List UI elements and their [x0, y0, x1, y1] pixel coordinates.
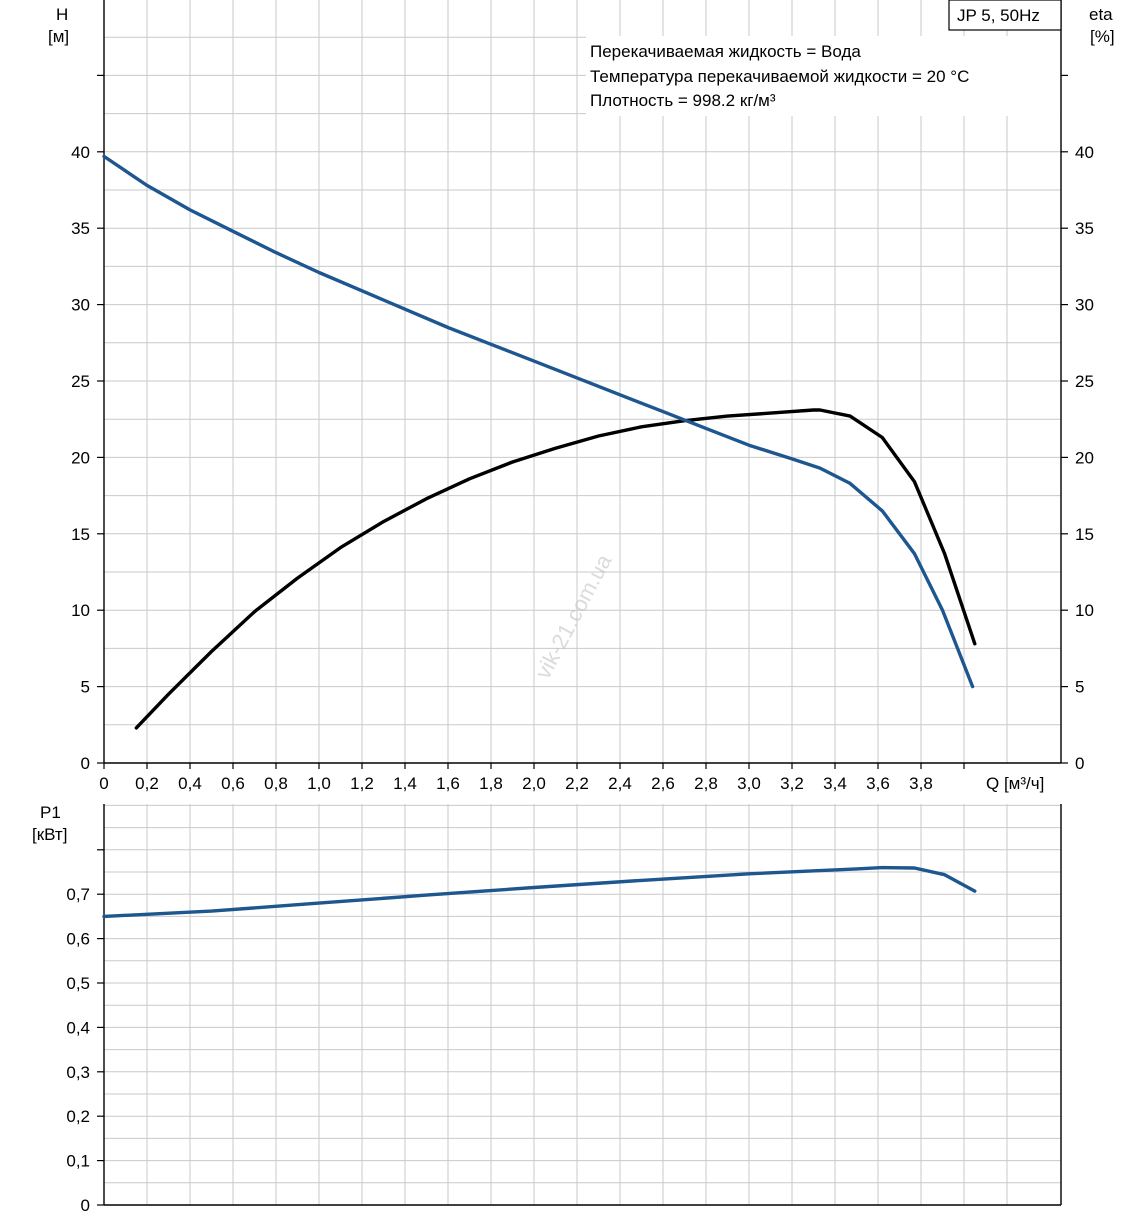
eta-tick-label: 10: [1075, 601, 1094, 620]
efficiency-curve: [134, 408, 977, 730]
q-tick-label: 0,8: [264, 774, 288, 793]
h-tick-label: 30: [71, 296, 90, 315]
p1-tick-label: 0,1: [66, 1152, 90, 1171]
eta-axis-title: eta: [1089, 5, 1113, 24]
eta-tick-label: 35: [1075, 219, 1094, 238]
q-tick-label: 0,2: [135, 774, 159, 793]
eta-tick-label: 25: [1075, 372, 1094, 391]
p1-tick-label: 0,3: [66, 1063, 90, 1082]
h-axis-unit: [м]: [48, 27, 69, 46]
eta-tick-label: 5: [1075, 678, 1084, 697]
q-tick-label: 2,4: [608, 774, 632, 793]
q-tick-label: 0,4: [178, 774, 202, 793]
p1-axis-title: P1: [40, 803, 61, 822]
q-tick-label: 1,0: [307, 774, 331, 793]
h-tick-label: 20: [71, 448, 90, 467]
eta-tick-label: 40: [1075, 143, 1094, 162]
q-tick-label: 3,2: [780, 774, 804, 793]
q-axis-title: Q [м³/ч]: [986, 774, 1044, 793]
q-tick-label: 1,4: [393, 774, 417, 793]
q-tick-label: 0: [99, 774, 108, 793]
q-tick-label: 1,2: [350, 774, 374, 793]
info-box: [586, 36, 1060, 116]
p1-tick-label: 0,6: [66, 930, 90, 949]
h-tick-label: 15: [71, 525, 90, 544]
eta-axis-unit: [%]: [1090, 27, 1115, 46]
lower-grid: [104, 804, 1061, 1205]
eta-tick-label: 20: [1075, 448, 1094, 467]
q-tick-label: 1,8: [479, 774, 503, 793]
info-line-temperature: Температура перекачиваемой жидкости = 20…: [590, 67, 969, 86]
head-curve: [102, 154, 975, 689]
q-tick-label: 2,8: [694, 774, 718, 793]
p1-tick-label: 0,4: [66, 1018, 90, 1037]
info-line-density: Плотность = 998.2 кг/м³: [590, 91, 776, 110]
h-tick-label: 40: [71, 143, 90, 162]
pump-label: JP 5, 50Hz: [957, 6, 1040, 25]
p1-tick-label: 0,7: [66, 885, 90, 904]
p1-tick-label: 0,5: [66, 974, 90, 993]
q-tick-label: 0,6: [221, 774, 245, 793]
p1-tick-label: 0,2: [66, 1107, 90, 1126]
q-tick-label: 2,2: [565, 774, 589, 793]
q-tick-label: 3,8: [909, 774, 933, 793]
eta-tick-label: 0: [1075, 754, 1084, 773]
p1-axis-unit: [кВт]: [32, 825, 67, 844]
h-tick-label: 10: [71, 601, 90, 620]
q-tick-label: 3,0: [737, 774, 761, 793]
q-tick-label: 3,4: [823, 774, 847, 793]
q-tick-label: 2,0: [522, 774, 546, 793]
p1-tick-label: 0: [81, 1196, 90, 1215]
q-tick-label: 1,6: [436, 774, 460, 793]
h-tick-label: 0: [81, 754, 90, 773]
h-tick-label: 25: [71, 372, 90, 391]
h-tick-label: 35: [71, 219, 90, 238]
lower-axis-ticks: 0 0,1 0,2 0,3 0,4 0,5 0,6 0,7: [66, 849, 104, 1215]
power-curve: [102, 865, 977, 919]
eta-tick-label: 15: [1075, 525, 1094, 544]
pump-label-box: [948, 0, 1062, 31]
info-line-fluid: Перекачиваемая жидкость = Вода: [590, 42, 861, 61]
watermark: vik-21.com.ua: [530, 549, 617, 682]
h-axis-title: H: [56, 5, 68, 24]
q-tick-label: 3,6: [866, 774, 890, 793]
h-tick-label: 5: [81, 678, 90, 697]
eta-tick-label: 30: [1075, 296, 1094, 315]
q-tick-label: 2,6: [651, 774, 675, 793]
